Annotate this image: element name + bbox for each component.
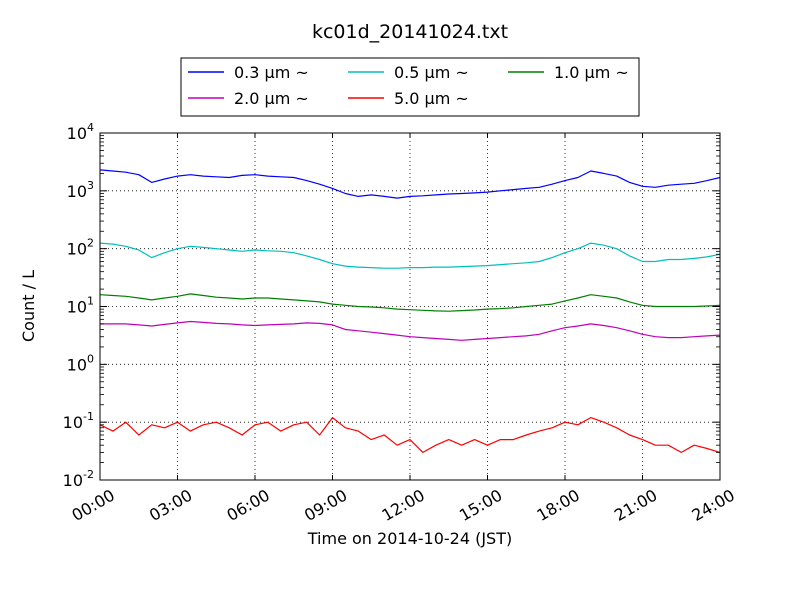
x-tick-label: 06:00 bbox=[224, 485, 273, 525]
x-tick-label: 03:00 bbox=[146, 485, 195, 525]
y-tick-label: 101 bbox=[67, 295, 94, 317]
y-tick-exponent: -1 bbox=[83, 410, 94, 423]
y-tick-label: 10-1 bbox=[63, 410, 94, 432]
y-tick-label: 100 bbox=[67, 352, 94, 374]
y-tick-exponent: 3 bbox=[87, 179, 94, 192]
x-axis-label: Time on 2014-10-24 (JST) bbox=[307, 529, 512, 548]
y-tick-base: 10 bbox=[67, 298, 87, 317]
legend-label: 0.3 μm ~ bbox=[234, 63, 309, 82]
y-tick-exponent: 2 bbox=[87, 237, 94, 250]
y-tick-base: 10 bbox=[67, 182, 87, 201]
x-tick-label: 24:00 bbox=[689, 485, 738, 525]
y-axis-label: Count / L bbox=[19, 270, 38, 342]
x-tick-label: 00:00 bbox=[69, 485, 118, 525]
y-tick-base: 10 bbox=[63, 471, 83, 490]
y-tick-label: 102 bbox=[67, 237, 94, 259]
series-lines bbox=[99, 169, 721, 453]
x-tick-label: 09:00 bbox=[301, 485, 350, 525]
x-tick-label: 21:00 bbox=[611, 485, 660, 525]
y-tick-exponent: 1 bbox=[87, 295, 94, 308]
y-tick-base: 10 bbox=[63, 413, 83, 432]
y-tick-exponent: -2 bbox=[83, 468, 94, 481]
y-tick-label: 103 bbox=[67, 179, 94, 201]
x-tick-label: 12:00 bbox=[379, 485, 428, 525]
legend-label: 0.5 μm ~ bbox=[394, 63, 469, 82]
legend-label: 5.0 μm ~ bbox=[394, 89, 469, 108]
x-tick-label: 15:00 bbox=[456, 485, 505, 525]
y-tick-label: 10-2 bbox=[63, 468, 94, 490]
y-tick-exponent: 4 bbox=[87, 121, 94, 134]
legend: 0.3 μm ~ 0.5 μm ~ 1.0 μm ~ 2.0 μm ~ 5.0 μm ~ bbox=[180, 57, 640, 117]
x-tick-label: 18:00 bbox=[534, 485, 583, 525]
y-tick-base: 10 bbox=[67, 124, 87, 143]
chart-title: kc01d_20141024.txt bbox=[312, 21, 508, 43]
legend-label: 2.0 μm ~ bbox=[234, 89, 309, 108]
x-tick-labels: 00:00 03:00 06:00 09:00 12:00 15:00 18:00 21:00… bbox=[69, 485, 738, 525]
y-tick-label: 104 bbox=[67, 121, 94, 143]
y-tick-exponent: 0 bbox=[87, 352, 94, 365]
y-tick-base: 10 bbox=[67, 355, 87, 374]
y-tick-base: 10 bbox=[67, 240, 87, 259]
plot-frame bbox=[99, 132, 721, 481]
legend-label: 1.0 μm ~ bbox=[554, 63, 629, 82]
legend-box bbox=[180, 57, 640, 117]
